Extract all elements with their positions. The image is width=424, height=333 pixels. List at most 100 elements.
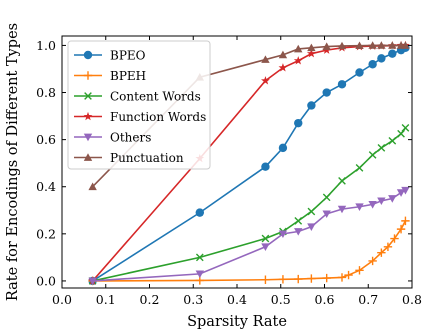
y-tick-label: 0.0 xyxy=(36,273,56,288)
data-point-others xyxy=(322,210,331,219)
data-point-bpeo xyxy=(368,60,377,69)
data-point-content-words xyxy=(388,136,397,145)
data-point-bpeh xyxy=(377,248,386,257)
data-point-others xyxy=(294,228,303,236)
x-tick-label: 0.4 xyxy=(227,292,247,307)
y-tick-label: 0.4 xyxy=(36,179,56,194)
data-point-others xyxy=(401,186,410,195)
data-point-others xyxy=(368,201,377,209)
data-point-punctuation xyxy=(88,182,97,191)
data-point-others xyxy=(307,223,316,231)
data-point-content-words xyxy=(401,123,410,132)
data-point-content-words xyxy=(368,151,377,159)
legend-item-others: Others xyxy=(74,130,151,144)
series-line-bpeh xyxy=(92,220,407,282)
data-point-bpeh xyxy=(383,242,393,251)
y-tick-label: 1.0 xyxy=(36,38,56,53)
data-point-punctuation xyxy=(322,42,331,50)
legend-label: Punctuation xyxy=(110,151,184,165)
data-point-punctuation xyxy=(278,50,288,59)
data-point-bpeh xyxy=(355,266,364,275)
data-point-punctuation xyxy=(377,41,386,49)
x-tick-label: 0.2 xyxy=(140,292,160,307)
legend-item-bpeo: BPEO xyxy=(74,48,146,62)
data-point-function-words xyxy=(306,49,316,58)
data-point-bpeh xyxy=(322,273,331,283)
data-point-bpeh xyxy=(368,256,377,266)
x-tick-label: 0.5 xyxy=(271,292,291,307)
data-point-others xyxy=(337,205,347,214)
data-point-content-words xyxy=(261,234,270,243)
data-point-punctuation xyxy=(368,41,377,49)
data-point-bpeo xyxy=(307,101,316,110)
data-point-bpeo xyxy=(261,162,270,171)
data-point-punctuation xyxy=(294,44,303,53)
data-point-punctuation xyxy=(337,41,347,50)
data-point-content-words xyxy=(397,129,405,138)
data-point-bpeh xyxy=(294,274,303,284)
legend-item-bpeh: BPEH xyxy=(74,69,146,83)
legend-marker xyxy=(83,133,93,142)
data-point-bpeo xyxy=(355,68,364,77)
data-point-content-words xyxy=(294,217,303,225)
legend-item-punctuation: Punctuation xyxy=(74,151,184,165)
legend-label: Function Words xyxy=(110,110,206,124)
legend-marker xyxy=(83,71,93,80)
x-tick-label: 0.3 xyxy=(183,292,203,307)
data-point-punctuation xyxy=(388,41,397,49)
legend-label: Content Words xyxy=(110,89,201,103)
data-point-others xyxy=(388,195,397,203)
x-tick-label: 0.0 xyxy=(52,292,72,307)
series-others xyxy=(88,186,410,286)
data-point-bpeh xyxy=(396,224,406,234)
legend-marker xyxy=(83,50,93,60)
data-point-bpeh xyxy=(307,274,316,283)
legend-box xyxy=(67,40,211,170)
data-point-others xyxy=(355,203,364,211)
legend-item-function-words: Function Words xyxy=(74,110,206,124)
legend-marker xyxy=(83,153,93,161)
data-point-punctuation xyxy=(307,43,316,52)
series-bpeh xyxy=(88,216,410,286)
data-point-bpeh xyxy=(344,270,353,280)
data-point-others xyxy=(261,243,270,251)
legend-item-content-words: Content Words xyxy=(74,89,201,103)
data-point-content-words xyxy=(338,176,346,185)
x-axis-label: Sparsity Rate xyxy=(187,314,287,330)
data-point-bpeh xyxy=(261,275,270,284)
x-tick-label: 0.1 xyxy=(96,292,116,307)
data-point-others xyxy=(278,230,288,239)
y-tick-label: 0.6 xyxy=(36,132,56,147)
y-tick-label: 0.8 xyxy=(36,85,56,100)
x-tick-label: 0.8 xyxy=(402,292,422,307)
data-point-punctuation xyxy=(261,55,270,63)
data-point-bpeh xyxy=(278,275,288,284)
data-point-bpeh xyxy=(390,234,399,243)
data-point-bpeo xyxy=(278,143,288,153)
y-axis-label: Rate for Encodings of Different Types xyxy=(5,23,21,301)
legend-marker xyxy=(84,92,92,100)
y-tick-label: 0.2 xyxy=(36,226,56,241)
data-point-content-words xyxy=(307,207,316,216)
data-point-bpeo xyxy=(322,88,331,97)
data-point-bpeo xyxy=(294,118,303,128)
data-point-content-words xyxy=(377,144,386,152)
legend-label: BPEH xyxy=(110,69,146,83)
data-point-content-words xyxy=(195,253,204,262)
data-point-bpeo xyxy=(388,49,397,58)
data-point-bpeo xyxy=(195,208,205,217)
data-point-others xyxy=(195,270,205,279)
x-axis: 0.0 0.1 0.2 0.3 0.4 0.5 0.6 0.7 0.8 xyxy=(52,36,422,307)
legend: BPEO BPEH Content Words Function Words Other… xyxy=(67,40,211,170)
legend-marker xyxy=(83,111,93,121)
data-point-punctuation xyxy=(355,41,364,50)
legend-label: BPEO xyxy=(110,48,146,62)
data-point-function-words xyxy=(278,63,288,72)
data-point-others xyxy=(396,189,406,197)
data-point-content-words xyxy=(322,193,331,202)
data-point-bpeh xyxy=(401,216,410,226)
data-point-others xyxy=(377,197,386,206)
plot-area xyxy=(88,40,410,286)
data-point-bpeo xyxy=(337,80,347,89)
data-point-content-words xyxy=(355,164,364,172)
